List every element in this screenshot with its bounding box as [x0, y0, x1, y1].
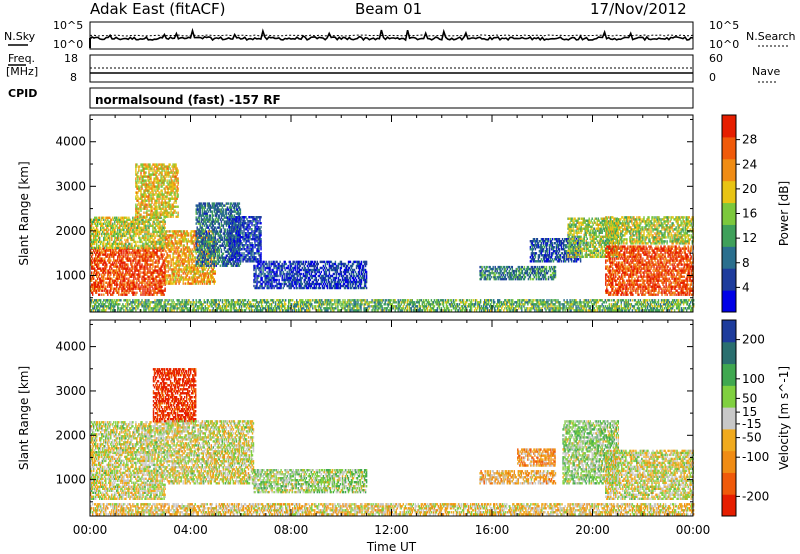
velocity-ytick-label: 3000	[55, 384, 86, 398]
power-colorbar-label: Power [dB]	[777, 181, 791, 246]
power-colorbar-tick-label: 16	[742, 207, 757, 221]
power-colorbar-band	[722, 115, 736, 137]
velocity-colorbar-band	[722, 407, 736, 429]
power-colorbar-band	[722, 159, 736, 181]
velocity-colorbar-band	[722, 429, 736, 451]
power-colorbar-tick-label: 20	[742, 182, 757, 196]
cpid-program: normalsound (fast) -157 RF	[95, 94, 281, 106]
date-title: 17/Nov/2012	[590, 2, 687, 17]
velocity-ylabel: Slant Range [km]	[17, 366, 31, 470]
velocity-colorbar-tick-label: 200	[742, 333, 765, 347]
time-tick-label: 08:00	[274, 523, 309, 537]
time-tick-label: 16:00	[475, 523, 510, 537]
freq-tick-top: 18	[64, 53, 78, 64]
power-colorbar-tick-label: 12	[742, 231, 757, 245]
velocity-colorbar-tick-label: -15	[742, 417, 762, 431]
power-colorbar-band	[722, 290, 736, 312]
nsky-label: N.Sky	[4, 31, 35, 42]
velocity-ytick-label: 4000	[55, 340, 86, 354]
time-tick-label: 12:00	[374, 523, 409, 537]
nsky-tick-top: 10^5	[53, 20, 83, 31]
time-axis-label: Time UT	[366, 540, 417, 554]
time-tick-label: 00:00	[73, 523, 108, 537]
radar-summary-plot: 1000200030004000Slant Range [km]48121620…	[0, 0, 800, 554]
velocity-ytick-label: 2000	[55, 428, 86, 442]
velocity-colorbar-band	[722, 364, 736, 386]
nsearch-label: N.Search	[746, 31, 796, 42]
velocity-colorbar-band	[722, 320, 736, 342]
power-ytick-label: 1000	[55, 268, 86, 282]
nave-tick-bottom: 0	[709, 72, 716, 83]
power-ylabel: Slant Range [km]	[17, 161, 31, 265]
nsearch-tick-top: 10^5	[709, 20, 739, 31]
nave-label: Nave	[752, 66, 780, 77]
power-colorbar-band	[722, 224, 736, 246]
freq-tick-bottom: 8	[70, 72, 77, 83]
power-ytick-label: 2000	[55, 224, 86, 238]
velocity-colorbar-tick-label: -100	[742, 450, 769, 464]
velocity-colorbar-tick-label: -50	[742, 431, 762, 445]
velocity-colorbar-label: Velocity [m s^-1]	[777, 366, 791, 470]
velocity-colorbar-tick-label: -200	[742, 489, 769, 503]
nsky-line	[90, 30, 693, 40]
power-colorbar-tick-label: 24	[742, 157, 757, 171]
time-tick-label: 04:00	[173, 523, 208, 537]
power-ytick-label: 3000	[55, 179, 86, 193]
power-colorbar-tick-label: 8	[742, 256, 750, 270]
freq-label-line1: Freq.	[8, 53, 35, 64]
velocity-colorbar-band	[722, 494, 736, 516]
velocity-colorbar-band	[722, 385, 736, 407]
power-colorbar-band	[722, 137, 736, 159]
velocity-colorbar-tick-label: 100	[742, 372, 765, 386]
velocity-colorbar-band	[722, 472, 736, 494]
power-colorbar-band	[722, 181, 736, 203]
power-colorbar-tick-label: 4	[742, 280, 750, 294]
power-colorbar-tick-label: 28	[742, 133, 757, 147]
velocity-colorbar-band	[722, 451, 736, 473]
cpid-label: CPID	[8, 88, 37, 99]
nsky-tick-bottom: 10^0	[53, 39, 83, 50]
nave-tick-top: 60	[709, 53, 723, 64]
power-colorbar-band	[722, 203, 736, 225]
velocity-colorbar-tick-label: 50	[742, 391, 757, 405]
velocity-colorbar-band	[722, 342, 736, 364]
power-data-cells	[90, 163, 694, 311]
velocity-ytick-label: 1000	[55, 473, 86, 487]
station-title: Adak East (fitACF)	[90, 2, 225, 17]
freq-label-line2: [MHz]	[6, 66, 38, 77]
power-ytick-label: 4000	[55, 135, 86, 149]
power-colorbar-band	[722, 246, 736, 268]
velocity-data-cells	[90, 368, 694, 515]
power-colorbar-band	[722, 268, 736, 290]
time-tick-label: 00:00	[676, 523, 711, 537]
nsearch-tick-bottom: 10^0	[709, 39, 739, 50]
beam-title: Beam 01	[355, 2, 422, 17]
time-tick-label: 20:00	[575, 523, 610, 537]
